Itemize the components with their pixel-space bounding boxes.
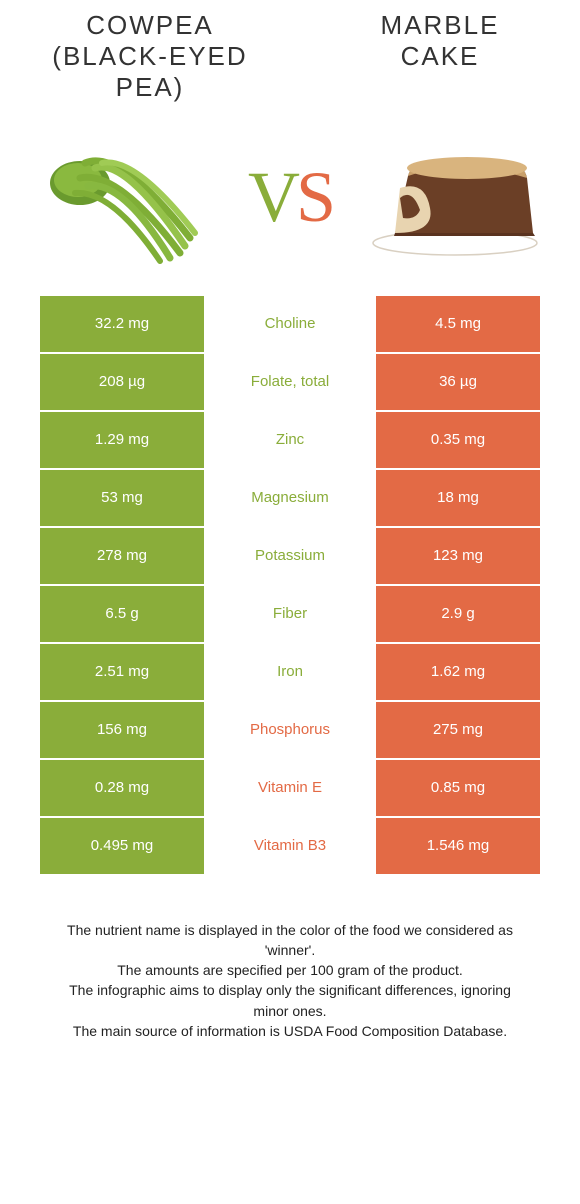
- right-value: 0.85 mg: [376, 760, 540, 816]
- footer-line-3: The infographic aims to display only the…: [50, 980, 530, 1021]
- vs-s: S: [296, 157, 332, 237]
- right-value: 18 mg: [376, 470, 540, 526]
- right-value: 1.546 mg: [376, 818, 540, 874]
- table-row: 156 mgPhosphorus275 mg: [40, 702, 540, 760]
- nutrient-name: Vitamin B3: [204, 818, 376, 874]
- table-row: 0.28 mgVitamin E0.85 mg: [40, 760, 540, 818]
- left-value: 0.28 mg: [40, 760, 204, 816]
- cowpea-image: [40, 128, 210, 268]
- nutrient-name: Zinc: [204, 412, 376, 468]
- image-vs-row: VS: [0, 104, 580, 296]
- nutrient-name: Potassium: [204, 528, 376, 584]
- right-food-title: Marble Cake: [340, 10, 540, 104]
- table-row: 6.5 gFiber2.9 g: [40, 586, 540, 644]
- table-row: 53 mgMagnesium18 mg: [40, 470, 540, 528]
- table-row: 278 mgPotassium123 mg: [40, 528, 540, 586]
- left-value: 32.2 mg: [40, 296, 204, 352]
- nutrient-name: Fiber: [204, 586, 376, 642]
- left-value: 1.29 mg: [40, 412, 204, 468]
- nutrient-name: Choline: [204, 296, 376, 352]
- nutrient-name: Magnesium: [204, 470, 376, 526]
- left-value: 53 mg: [40, 470, 204, 526]
- right-value: 4.5 mg: [376, 296, 540, 352]
- table-row: 32.2 mgCholine4.5 mg: [40, 296, 540, 354]
- right-value: 1.62 mg: [376, 644, 540, 700]
- table-row: 2.51 mgIron1.62 mg: [40, 644, 540, 702]
- right-value: 0.35 mg: [376, 412, 540, 468]
- header-titles: Cowpea (Black-Eyed Pea) Marble Cake: [0, 0, 580, 104]
- footer-line-1: The nutrient name is displayed in the co…: [50, 920, 530, 961]
- left-value: 6.5 g: [40, 586, 204, 642]
- footer-notes: The nutrient name is displayed in the co…: [0, 876, 580, 1042]
- nutrient-name: Iron: [204, 644, 376, 700]
- left-value: 208 µg: [40, 354, 204, 410]
- left-value: 156 mg: [40, 702, 204, 758]
- right-value: 275 mg: [376, 702, 540, 758]
- footer-line-2: The amounts are specified per 100 gram o…: [50, 960, 530, 980]
- vs-v: V: [248, 157, 296, 237]
- cake-image: [370, 128, 540, 268]
- footer-line-4: The main source of information is USDA F…: [50, 1021, 530, 1041]
- left-value: 0.495 mg: [40, 818, 204, 874]
- right-value: 123 mg: [376, 528, 540, 584]
- comparison-table: 32.2 mgCholine4.5 mg208 µgFolate, total3…: [0, 296, 580, 876]
- nutrient-name: Phosphorus: [204, 702, 376, 758]
- table-row: 0.495 mgVitamin B31.546 mg: [40, 818, 540, 876]
- vs-label: VS: [248, 156, 332, 239]
- left-food-title: Cowpea (Black-Eyed Pea): [40, 10, 260, 104]
- right-value: 36 µg: [376, 354, 540, 410]
- left-value: 278 mg: [40, 528, 204, 584]
- table-row: 1.29 mgZinc0.35 mg: [40, 412, 540, 470]
- left-value: 2.51 mg: [40, 644, 204, 700]
- nutrient-name: Folate, total: [204, 354, 376, 410]
- right-value: 2.9 g: [376, 586, 540, 642]
- table-row: 208 µgFolate, total36 µg: [40, 354, 540, 412]
- nutrient-name: Vitamin E: [204, 760, 376, 816]
